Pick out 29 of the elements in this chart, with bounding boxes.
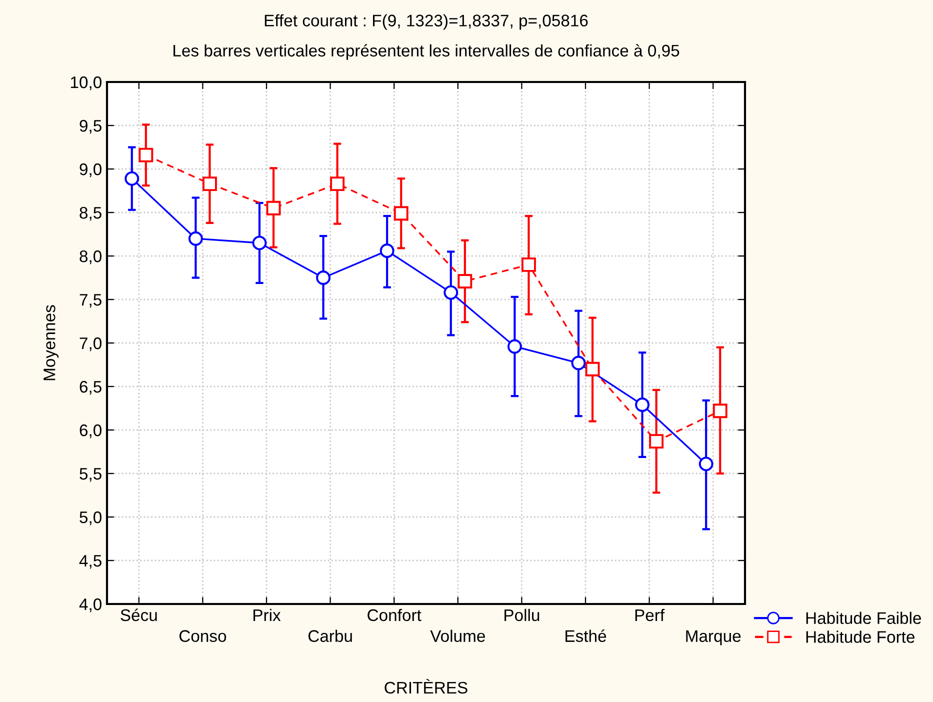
y-tick-label: 9,0 <box>80 163 102 178</box>
x-tick-label: Conso <box>179 630 226 642</box>
y-tick-label: 7,5 <box>80 294 102 308</box>
x-tick-label: Confort <box>368 608 422 622</box>
y-axis-title: Moyennes <box>44 305 59 380</box>
y-tick-label: 4,5 <box>79 555 102 569</box>
y-tick-label: 6,0 <box>80 424 102 438</box>
y-tick-label: 5,0 <box>80 511 102 526</box>
x-tick-label: Volume <box>430 630 485 642</box>
chart-subtitle: Les barres verticales représentent les intervalles de confiance à 0,95 <box>174 44 680 60</box>
x-axis-title: CRITÈRES <box>384 679 468 694</box>
y-tick-label: 5,5 <box>80 468 102 482</box>
x-tick-label: Esthé <box>566 630 606 642</box>
x-tick-label: Pollu <box>504 608 540 622</box>
x-tick-label: Perf <box>635 608 665 622</box>
chart-title: Effet courant : F(9, 1323)=1,8337, p=,05816 <box>264 14 588 30</box>
y-tick-label: 7,0 <box>80 337 102 352</box>
x-tick-label: Carbu <box>308 630 352 642</box>
y-tick-label: 10,0 <box>70 76 102 90</box>
y-tick-label: 9,5 <box>80 120 102 134</box>
legend-label: Habitude Forte <box>806 630 915 643</box>
y-tick-label: 4,0 <box>79 598 102 612</box>
x-tick-label: Prix <box>254 608 281 621</box>
legend-label: Habitude Faible <box>806 612 921 624</box>
y-tick-label: 6,5 <box>80 380 102 395</box>
y-tick-label: 8,5 <box>80 206 102 221</box>
x-tick-label: Marque <box>686 630 741 646</box>
y-tick-label: 8,0 <box>80 250 102 264</box>
x-tick-label: Sécu <box>120 608 157 622</box>
